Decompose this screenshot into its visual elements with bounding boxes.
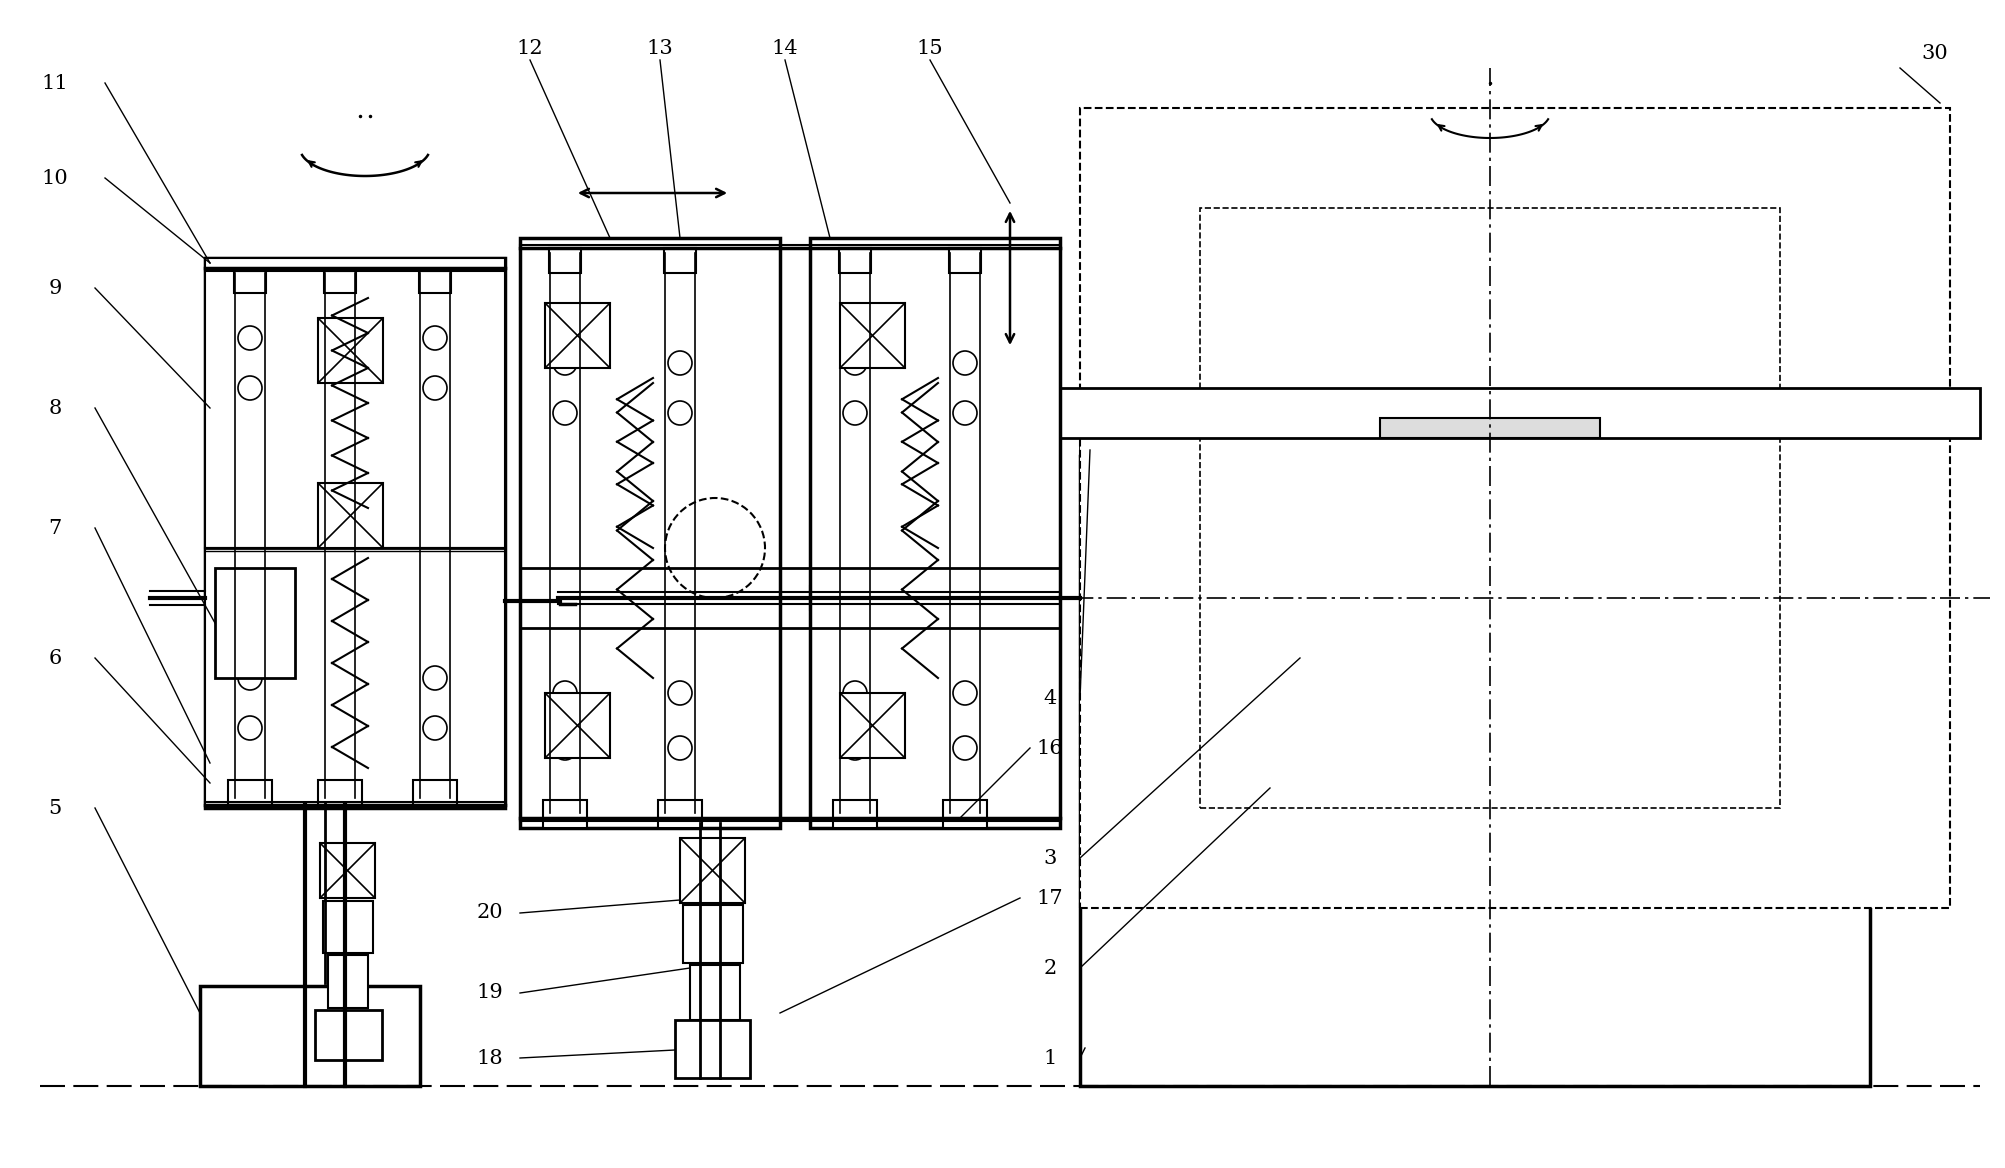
Text: 1: 1	[1043, 1049, 1057, 1068]
Text: 2: 2	[1043, 959, 1057, 978]
Bar	[810, 586, 834, 610]
Bar	[658, 800, 702, 828]
Bar	[1000, 586, 1029, 610]
Bar	[948, 248, 980, 273]
Bar	[838, 248, 870, 273]
Text: 11: 11	[42, 74, 68, 92]
Bar	[319, 318, 383, 383]
Bar	[545, 693, 610, 758]
Bar	[1035, 586, 1059, 610]
Bar	[315, 1010, 381, 1061]
Bar	[215, 568, 295, 677]
Bar	[1059, 388, 1979, 438]
Text: 16: 16	[1037, 738, 1063, 758]
Text: 9: 9	[48, 278, 62, 298]
Bar	[1079, 433, 1869, 468]
Bar	[810, 238, 1059, 828]
Text: 5: 5	[48, 799, 62, 818]
Bar	[235, 271, 267, 293]
Bar	[674, 1020, 750, 1078]
Bar	[419, 271, 451, 293]
Bar	[1379, 418, 1600, 438]
Text: 8: 8	[48, 398, 62, 417]
Bar	[606, 586, 630, 610]
Bar	[1199, 208, 1778, 808]
Text: 13: 13	[646, 39, 674, 57]
Bar	[844, 586, 870, 610]
Bar	[710, 586, 734, 610]
Text: 12: 12	[517, 39, 543, 57]
Bar	[832, 800, 876, 828]
Bar	[325, 271, 355, 293]
Bar	[229, 780, 273, 805]
Bar	[319, 780, 361, 805]
Bar	[543, 800, 587, 828]
Text: 19: 19	[477, 983, 503, 1002]
Bar	[680, 837, 744, 903]
Text: 15: 15	[916, 39, 942, 57]
Bar	[1269, 668, 1550, 868]
Bar	[205, 258, 505, 808]
Bar	[1079, 456, 1869, 1086]
Bar	[744, 586, 770, 610]
Bar	[519, 238, 780, 828]
Text: 7: 7	[48, 519, 62, 537]
Bar	[840, 693, 904, 758]
Bar	[323, 901, 373, 953]
Bar	[205, 258, 505, 548]
Bar	[321, 843, 375, 898]
Bar	[1079, 107, 1949, 908]
Text: 14: 14	[772, 39, 798, 57]
Bar	[413, 780, 457, 805]
Bar	[549, 248, 581, 273]
Bar	[545, 303, 610, 368]
Bar	[1299, 548, 1520, 668]
Text: 20: 20	[477, 904, 503, 923]
Bar	[205, 548, 505, 808]
Bar	[329, 955, 367, 1008]
Bar	[690, 965, 740, 1020]
Text: 17: 17	[1037, 889, 1063, 908]
Bar	[319, 484, 383, 548]
Bar	[200, 986, 419, 1086]
Text: 3: 3	[1043, 848, 1057, 868]
Bar	[942, 800, 986, 828]
Text: 10: 10	[42, 168, 68, 188]
Text: 30: 30	[1921, 43, 1947, 63]
Bar	[840, 303, 904, 368]
Ellipse shape	[521, 568, 557, 628]
Text: 4: 4	[1043, 688, 1057, 708]
Bar	[664, 248, 696, 273]
Bar	[569, 586, 599, 610]
Text: 6: 6	[48, 648, 62, 667]
Text: 18: 18	[477, 1049, 503, 1068]
Bar	[682, 905, 742, 962]
